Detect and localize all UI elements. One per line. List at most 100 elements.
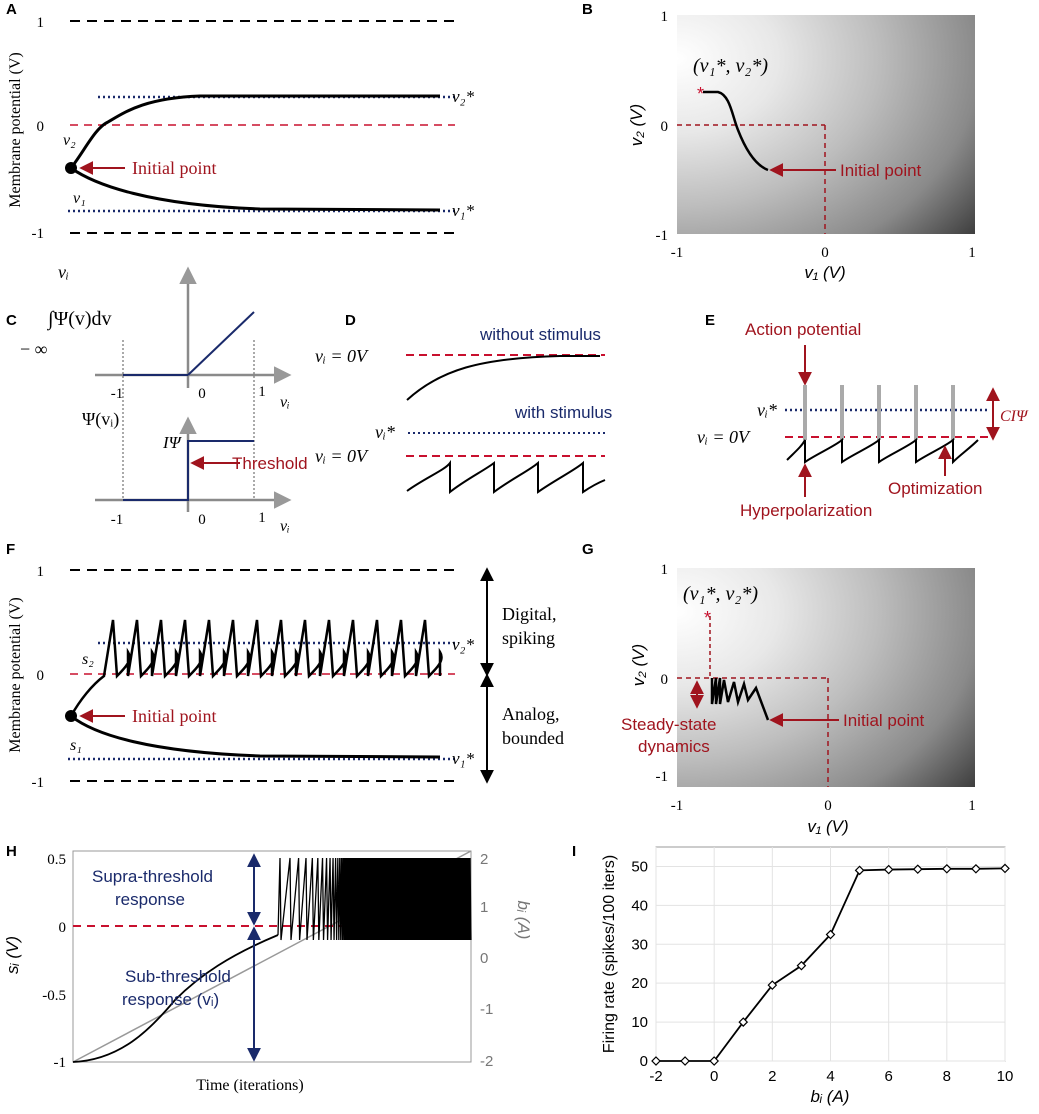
ytick-label-2: 20	[631, 975, 648, 992]
panel-f-v2-star-label: v₂*	[452, 635, 474, 654]
panel-e-vi0: vᵢ = 0V	[697, 427, 751, 447]
panel-a-v2-label: v₂	[63, 132, 76, 149]
panel-h-ylabel: sᵢ (V)	[3, 936, 22, 974]
data-point-0	[651, 1056, 661, 1066]
panel-e-spikes	[803, 385, 955, 440]
panel-f-initial-text: Initial point	[132, 706, 217, 726]
panel-g-initial-text: Initial point	[843, 711, 925, 730]
panel-a-initial-dot	[65, 162, 77, 174]
panel-e-optimization-text: Optimization	[888, 479, 982, 498]
panel-d-with: with stimulus	[514, 403, 612, 422]
panel-g-optimum-label: (v₁*, v₂*)	[683, 583, 758, 605]
panel-d: D without stimulus vᵢ = 0V with stimulus…	[315, 312, 612, 495]
panel-f-bounded: bounded	[502, 728, 564, 748]
panel-c-threshold-text: Threshold	[232, 454, 308, 473]
panel-b: B * (v₁*, v₂*) Initial point 1 0 -1 -1 0…	[582, 1, 976, 282]
panel-c-upper: vᵢ	[58, 262, 69, 282]
panel-e-ci: CIΨ	[1000, 408, 1029, 425]
panel-d-label: D	[345, 312, 356, 329]
panel-h-ytick-neg05: -0.5	[42, 988, 66, 1004]
panel-g-ylabel: v₂ (V)	[629, 644, 648, 686]
panel-c-top-xvar: vᵢ	[280, 394, 290, 411]
panel-f-initial-dot	[65, 710, 77, 722]
panel-b-optimum-star: *	[697, 84, 704, 104]
xtick-label-6: 10	[997, 1068, 1014, 1085]
panel-i-xlabel: bᵢ (A)	[811, 1087, 850, 1106]
ytick-label-1: 10	[631, 1014, 648, 1031]
panel-c-top-xtick-1: 1	[258, 384, 266, 400]
panel-h-y2label: bᵢ (A)	[514, 901, 533, 940]
panel-f-ylabel: Membrane potential (V)	[7, 597, 24, 753]
data-point-4	[767, 980, 778, 990]
panel-f-s2-label: s₂	[82, 651, 94, 668]
panel-e-hyper-text: Hyperpolarization	[740, 501, 872, 520]
panel-b-ytick-0: 0	[661, 119, 669, 135]
panel-f-analog: Analog,	[502, 704, 560, 724]
panel-i-grid	[655, 847, 1006, 1062]
panel-d-vi-star: vᵢ*	[375, 422, 395, 442]
panel-g-ytick-neg1: -1	[656, 769, 669, 785]
panel-c: C vᵢ ∫Ψ(v)dv − ∞ -1 0 1 vᵢ Ψ(vᵢ) IΨ Thre…	[6, 262, 308, 535]
panel-g-xtick-neg1: -1	[671, 798, 684, 814]
panel-c-ipsi: IΨ	[162, 433, 183, 452]
panel-a: A Membrane potential (V) 1 0 -1 Initial …	[6, 1, 474, 242]
ytick-label-4: 40	[631, 897, 648, 914]
panel-b-label: B	[582, 1, 593, 18]
panel-b-xtick-neg1: -1	[671, 245, 684, 261]
panel-h-label: H	[6, 843, 17, 860]
panel-c-bottom-xtick-neg1: -1	[111, 512, 124, 528]
panel-g-ytick-1: 1	[661, 562, 669, 578]
xtick-label-3: 4	[826, 1068, 834, 1085]
panel-f-spiking: spiking	[502, 628, 555, 648]
panel-c-integral: ∫Ψ(v)dv	[46, 308, 112, 331]
panel-c-top-ramp	[187, 311, 255, 376]
panel-c-bottom-xtick-1: 1	[258, 510, 266, 526]
panel-h-frame	[72, 850, 472, 1063]
panel-a-tick-1: 1	[37, 15, 45, 31]
panel-h-y2tick-neg2: -2	[480, 1053, 493, 1070]
panel-h: H 0.5 0 -0.5 -1 2 1 0 -1 -2 sᵢ (V) bᵢ (A…	[3, 843, 533, 1094]
panel-h-spike-train	[277, 857, 472, 941]
ytick-label-3: 30	[631, 936, 648, 953]
data-point-3	[738, 1017, 749, 1027]
panel-f-tick-0: 0	[37, 668, 45, 684]
panel-d-without: without stimulus	[479, 325, 601, 344]
panel-a-ylabel: Membrane potential (V)	[7, 52, 24, 208]
panel-f-tick-neg1: -1	[32, 775, 45, 791]
ytick-label-0: 0	[640, 1053, 648, 1070]
panel-i-label: I	[572, 843, 576, 860]
panel-f-digital: Digital,	[502, 604, 557, 624]
data-point-5	[796, 960, 807, 971]
data-point-12	[1000, 863, 1010, 874]
panel-i-points	[651, 863, 1010, 1066]
panel-g-xtick-0: 0	[824, 798, 832, 814]
data-point-9	[912, 864, 923, 875]
data-point-11	[971, 863, 981, 874]
panel-h-xlabel: Time (iterations)	[196, 1077, 303, 1094]
panel-g-steady-1: Steady-state	[621, 715, 716, 734]
panel-b-xlabel: v₁ (V)	[804, 263, 845, 282]
panel-f-label: F	[6, 541, 15, 558]
panel-h-subthreshold-curve	[72, 934, 279, 1063]
panel-b-contour	[677, 15, 975, 234]
panel-a-v2-trajectory	[69, 94, 440, 169]
panel-c-psi: Ψ(vᵢ)	[82, 409, 119, 430]
panel-c-bottom-xtick-0: 0	[198, 512, 206, 528]
panel-b-xtick-1: 1	[968, 245, 976, 261]
panel-g: G * (v₁*, v₂*) Initial point Steady-stat…	[582, 541, 976, 836]
panel-c-label: C	[6, 312, 17, 329]
panel-c-bottom-xvar: vᵢ	[280, 518, 290, 535]
panel-h-y2tick-0: 0	[480, 950, 488, 967]
panel-f-s1-label: s₁	[70, 737, 82, 754]
panel-i-yticks: 0 10 20 30 40 50	[631, 858, 648, 1070]
panel-h-y2tick-1: 1	[480, 899, 488, 916]
panel-g-steady-2: dynamics	[638, 737, 710, 756]
data-point-1	[680, 1056, 690, 1066]
data-point-8	[883, 864, 894, 875]
panel-g-xlabel: v₁ (V)	[807, 817, 848, 836]
panel-f-tick-1: 1	[37, 564, 45, 580]
panel-e-action-text: Action potential	[745, 320, 861, 339]
panel-g-optimum-star: *	[704, 608, 711, 628]
panel-b-ylabel: v₂ (V)	[627, 104, 646, 146]
